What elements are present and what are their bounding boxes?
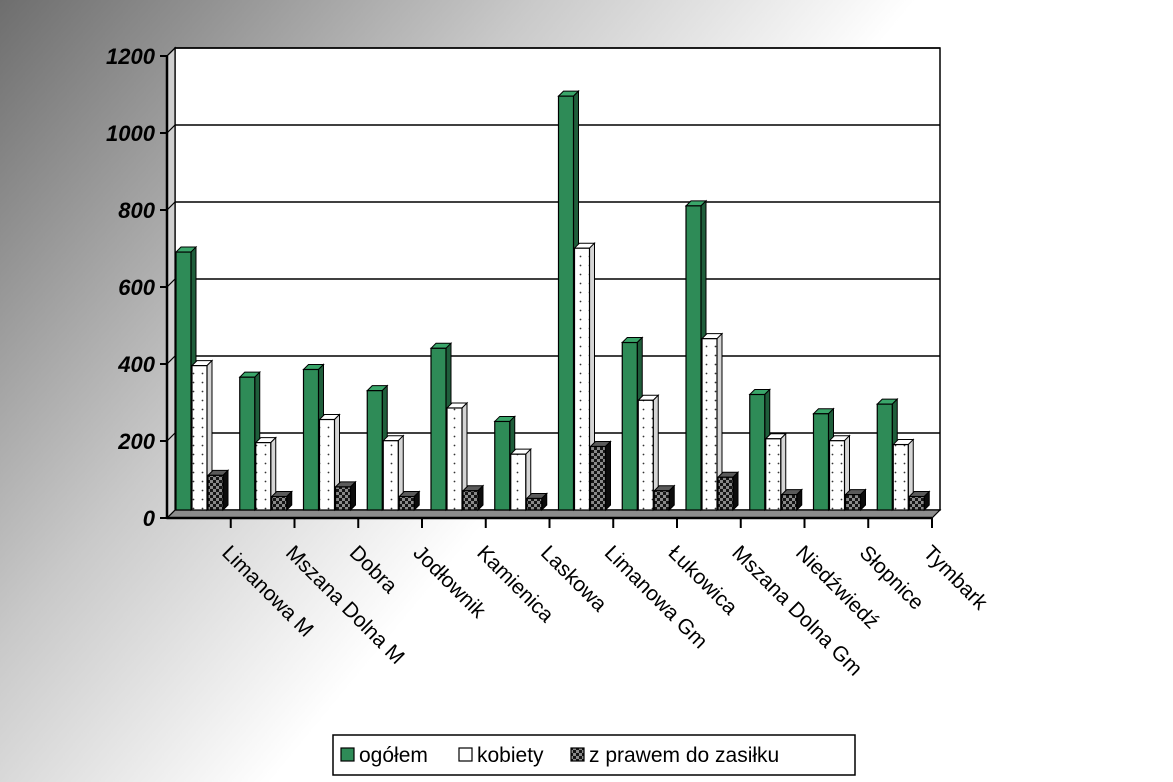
bar xyxy=(461,484,485,512)
legend-swatch xyxy=(458,747,473,762)
gridline-depth xyxy=(166,47,176,57)
legend-item: ogółem xyxy=(340,744,428,767)
legend-swatch xyxy=(570,747,585,762)
y-tick-label: 600 xyxy=(118,275,155,300)
bar xyxy=(844,488,867,512)
axes-layer xyxy=(160,55,933,528)
bar xyxy=(525,492,548,512)
y-tick-label: 800 xyxy=(118,198,155,223)
bar xyxy=(398,490,421,512)
y-tick-label: 400 xyxy=(117,352,155,377)
bar xyxy=(589,440,612,512)
bar xyxy=(653,484,676,512)
gridline-depth xyxy=(166,355,176,365)
bar xyxy=(509,447,532,512)
bar xyxy=(206,469,230,512)
gridline-depth xyxy=(166,278,176,288)
bar xyxy=(254,436,277,512)
y-tick-label: 200 xyxy=(117,429,155,454)
bar xyxy=(270,490,293,512)
legend: ogółem kobiety z prawem do zasiłku xyxy=(332,734,856,776)
bar xyxy=(334,480,357,512)
bar xyxy=(445,401,469,512)
y-tick-label: 1000 xyxy=(106,121,156,146)
bar xyxy=(780,488,803,512)
gridline-depth xyxy=(166,124,176,134)
bar xyxy=(716,471,740,512)
bars-layer xyxy=(174,89,931,512)
bar xyxy=(908,490,931,512)
y-tick-label: 1200 xyxy=(106,44,156,69)
gridline-depth xyxy=(166,201,176,211)
legend-box xyxy=(332,734,856,776)
legend-label: ogółem xyxy=(359,744,428,767)
bar xyxy=(892,438,915,512)
grid-layer xyxy=(165,46,942,520)
legend-item: kobiety xyxy=(458,744,544,767)
bar xyxy=(764,432,787,512)
legend-swatch xyxy=(340,747,355,762)
bar xyxy=(700,332,724,512)
legend-label: kobiety xyxy=(477,744,544,767)
y-tick-label: 0 xyxy=(143,506,156,531)
legend-label: z prawem do zasiłku xyxy=(589,744,779,767)
legend-item: z prawem do zasiłku xyxy=(570,744,779,767)
gridline-depth xyxy=(166,432,176,442)
